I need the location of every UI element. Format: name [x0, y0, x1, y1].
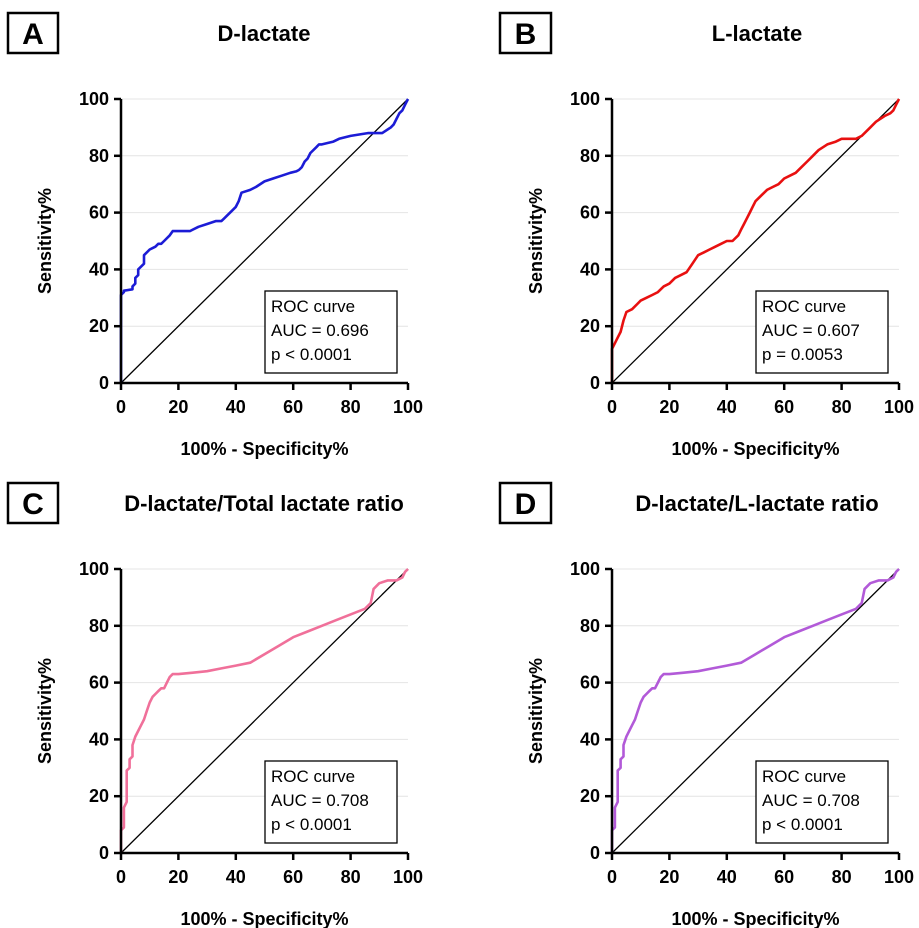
- panel-letter-box: [6, 481, 60, 525]
- x-tick-label: 0: [607, 397, 617, 417]
- y-tick-label: 100: [79, 89, 109, 109]
- panel-letter: C: [22, 488, 44, 521]
- y-tick-label: 0: [590, 373, 600, 393]
- roc-legend-box: [264, 760, 398, 844]
- y-tick-label: 80: [89, 146, 109, 166]
- roc-legend-line: ROC curve: [762, 297, 846, 316]
- x-tick-label: 40: [226, 867, 246, 887]
- roc-legend-line: p = 0.0053: [762, 345, 843, 364]
- x-tick-label: 80: [832, 397, 852, 417]
- y-tick-label: 80: [89, 616, 109, 636]
- roc-legend-line: p < 0.0001: [762, 815, 843, 834]
- y-tick-label: 60: [580, 673, 600, 693]
- panel-letter-box: [498, 11, 553, 55]
- x-tick-label: 60: [774, 867, 794, 887]
- chart-title: D-lactate/Total lactate ratio: [124, 491, 404, 516]
- x-tick-label: 0: [607, 867, 617, 887]
- y-tick-label: 20: [580, 786, 600, 806]
- chart-title: L-lactate: [712, 21, 802, 46]
- roc-curve: [119, 568, 409, 853]
- x-tick-label: 80: [341, 867, 361, 887]
- reference-line: [611, 98, 900, 384]
- y-tick-label: 100: [570, 559, 600, 579]
- y-tick-label: 0: [590, 843, 600, 863]
- x-axis-label: 100% - Specificity%: [180, 909, 348, 928]
- roc-legend-line: ROC curve: [762, 767, 846, 786]
- x-axis-label: 100% - Specificity%: [671, 909, 839, 928]
- roc-curve: [610, 98, 901, 383]
- y-tick-label: 80: [580, 146, 600, 166]
- x-tick-label: 40: [717, 867, 737, 887]
- panel-letter-box: [498, 481, 553, 525]
- y-tick-label: 60: [580, 203, 600, 223]
- x-tick-label: 0: [116, 867, 126, 887]
- roc-legend-line: AUC = 0.708: [762, 791, 860, 810]
- x-tick-label: 60: [774, 397, 794, 417]
- panel-letter-box: [6, 11, 60, 55]
- x-axis-label: 100% - Specificity%: [180, 439, 348, 459]
- y-axis-label: Sensitivity%: [35, 188, 55, 294]
- y-axis-label: Sensitivity%: [526, 658, 546, 764]
- y-tick-label: 100: [570, 89, 600, 109]
- roc-legend-line: p < 0.0001: [271, 345, 352, 364]
- roc-legend-box: [755, 760, 889, 844]
- x-tick-label: 40: [717, 397, 737, 417]
- x-tick-label: 20: [659, 397, 679, 417]
- roc-legend-line: ROC curve: [271, 767, 355, 786]
- y-tick-label: 60: [89, 203, 109, 223]
- x-tick-label: 100: [393, 867, 423, 887]
- x-tick-label: 20: [168, 867, 188, 887]
- chart-title: D-lactate: [218, 21, 311, 46]
- reference-line: [611, 568, 900, 854]
- panel-a: A D-lactate 0 20 40 60 80 100 0 20 40 60 80 100 100% -…: [6, 11, 423, 459]
- panel-c: C D-lactate/Total lactate ratio 0 20 40 60 80 1…: [6, 481, 423, 928]
- x-tick-label: 100: [393, 397, 423, 417]
- x-tick-label: 20: [168, 397, 188, 417]
- y-tick-label: 20: [89, 786, 109, 806]
- panel-letter: A: [22, 18, 44, 51]
- reference-line: [120, 98, 409, 384]
- y-tick-label: 40: [89, 259, 109, 279]
- x-tick-label: 60: [283, 397, 303, 417]
- x-tick-label: 80: [832, 867, 852, 887]
- panel-letter: B: [515, 18, 537, 51]
- y-tick-label: 40: [580, 259, 600, 279]
- panel-letter: D: [515, 488, 537, 521]
- y-tick-label: 100: [79, 559, 109, 579]
- roc-curve: [119, 98, 410, 383]
- x-tick-label: 0: [116, 397, 126, 417]
- panel-d: D D-lactate/L-lactate ratio 0 20 40 60 80 100 0 2…: [498, 481, 914, 928]
- y-axis-label: Sensitivity%: [35, 658, 55, 764]
- x-tick-label: 80: [341, 397, 361, 417]
- y-tick-label: 40: [580, 729, 600, 749]
- roc-legend-box: [755, 290, 889, 374]
- x-tick-label: 100: [884, 397, 914, 417]
- y-tick-label: 60: [89, 673, 109, 693]
- roc-legend-box: [264, 290, 398, 374]
- roc-legend-line: p < 0.0001: [271, 815, 352, 834]
- x-axis-label: 100% - Specificity%: [671, 439, 839, 459]
- y-axis-label: Sensitivity%: [526, 188, 546, 294]
- x-tick-label: 100: [884, 867, 914, 887]
- y-tick-label: 0: [99, 843, 109, 863]
- y-tick-label: 40: [89, 729, 109, 749]
- x-tick-label: 60: [283, 867, 303, 887]
- y-tick-label: 20: [580, 316, 600, 336]
- x-tick-label: 40: [226, 397, 246, 417]
- roc-legend-line: AUC = 0.696: [271, 321, 369, 340]
- roc-curve: [610, 568, 900, 853]
- chart-title: D-lactate/L-lactate ratio: [635, 491, 878, 516]
- y-tick-label: 0: [99, 373, 109, 393]
- panel-b: B L-lactate 0 20 40 60 80 100 0 20 40 60 80 100 100% -…: [498, 11, 914, 459]
- y-tick-label: 80: [580, 616, 600, 636]
- x-tick-label: 20: [659, 867, 679, 887]
- roc-legend-line: AUC = 0.607: [762, 321, 860, 340]
- y-tick-label: 20: [89, 316, 109, 336]
- reference-line: [120, 568, 409, 854]
- roc-legend-line: ROC curve: [271, 297, 355, 316]
- roc-legend-line: AUC = 0.708: [271, 791, 369, 810]
